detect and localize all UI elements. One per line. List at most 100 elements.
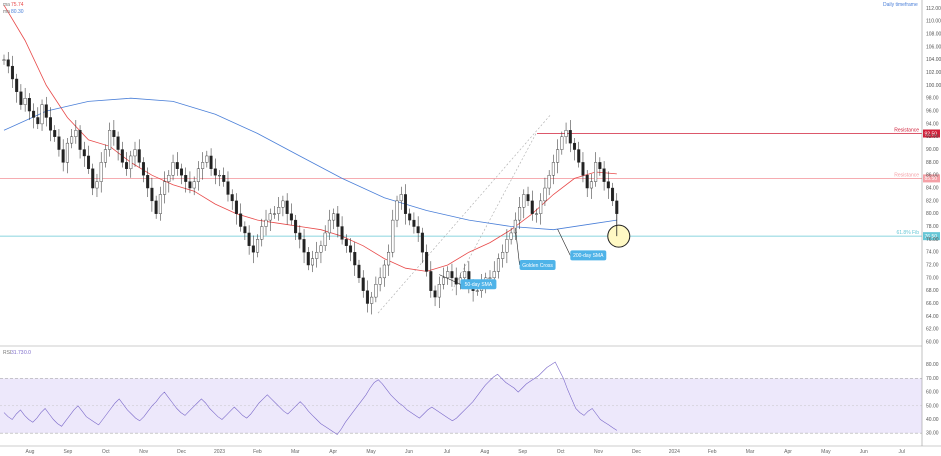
candle-body (442, 277, 446, 285)
rsi-y-tick-label: 80.00 (926, 362, 939, 368)
legend-ma-1-value: 75.74 (11, 2, 24, 8)
x-tick-label: Sep (63, 449, 72, 455)
candle-body (323, 232, 327, 246)
candle-body (57, 136, 61, 150)
candle-body (36, 117, 40, 125)
candle-body (74, 130, 78, 137)
x-tick-label: May (366, 449, 376, 455)
y-tick-label: 82.00 (926, 198, 939, 204)
candle-body (433, 290, 437, 298)
candle-body (2, 59, 6, 61)
candle-body (163, 181, 167, 195)
rsi-y-tick-label: 70.00 (926, 376, 939, 382)
y-tick-label: 90.00 (926, 147, 939, 153)
candle-body (116, 136, 120, 150)
x-tick-label: Apr (784, 449, 792, 455)
candle-body (108, 130, 112, 150)
y-tick-label: 86.00 (926, 173, 939, 179)
annotation-arrow (439, 274, 461, 285)
candle-body (78, 130, 82, 150)
candle-body (543, 187, 547, 202)
level-label: 61.8% Fib (896, 230, 919, 236)
candle-body (370, 296, 374, 304)
candle-body (509, 232, 513, 240)
rsi-y-tick-label: 60.00 (926, 390, 939, 396)
x-tick-label: Dec (632, 449, 641, 455)
annotation-arrow (515, 227, 520, 266)
candle-body (192, 181, 196, 189)
candle-body (306, 251, 310, 266)
y-tick-label: 72.00 (926, 263, 939, 269)
x-tick-label: Dec (177, 449, 186, 455)
candle-body (332, 213, 336, 221)
candle-body (336, 213, 340, 227)
candle-body (378, 277, 382, 285)
candle-body (264, 219, 268, 227)
candle-body (285, 200, 289, 214)
level-price-tag (923, 129, 940, 138)
candle-body (40, 104, 44, 125)
rsi-y-tick-label: 50.00 (926, 403, 939, 409)
candle-body (27, 98, 31, 112)
candle-body (196, 168, 200, 182)
annotation-arrow (557, 228, 571, 256)
candle-body (294, 219, 298, 234)
candle-body (125, 162, 129, 169)
candle-body (365, 290, 369, 304)
candle-body (488, 277, 492, 279)
candle-body (268, 213, 272, 221)
candle-body (205, 155, 209, 163)
candle-body (319, 245, 323, 253)
candle-body (209, 155, 213, 169)
candle-body (239, 213, 243, 227)
chart-title: Daily timeframe (883, 2, 918, 8)
candle-body (91, 168, 95, 189)
candle-body (420, 232, 424, 253)
y-tick-label: 94.00 (926, 121, 939, 127)
y-tick-label: 68.00 (926, 288, 939, 294)
candle-body (412, 219, 416, 227)
candle-body (349, 245, 353, 253)
candle-body (395, 200, 399, 221)
candle-body (277, 207, 281, 214)
candle-body (551, 162, 555, 176)
candle-body (530, 200, 534, 214)
candle-body (374, 284, 378, 298)
y-tick-label: 64.00 (926, 314, 939, 320)
candle-body (573, 142, 577, 150)
candle-body (518, 207, 522, 221)
rsi-label: RSI (3, 350, 11, 356)
sma-200-line (3, 97, 617, 231)
candle-body (534, 213, 538, 215)
candle-body (65, 142, 69, 163)
x-tick-label: Feb (253, 449, 262, 455)
rsi-y-tick-label: 40.00 (926, 417, 939, 423)
candle-body (201, 162, 205, 169)
x-tick-label: Apr (329, 449, 337, 455)
annotation-label: Golden Cross (522, 263, 553, 269)
candle-body (425, 251, 429, 272)
candle-body (32, 110, 36, 118)
candle-body (154, 200, 158, 214)
candle-body (188, 181, 192, 189)
y-tick-label: 106.00 (926, 44, 941, 50)
sma-50-line (3, 4, 617, 272)
candle-body (327, 219, 331, 234)
candle-body (95, 181, 99, 189)
candle-body (505, 239, 509, 253)
y-tick-label: 66.00 (926, 301, 939, 307)
candle-body (589, 181, 593, 189)
y-tick-label: 110.00 (926, 19, 941, 25)
candle-body (539, 200, 543, 214)
candle-body (298, 232, 302, 240)
candle-body (112, 130, 116, 137)
candle-body (475, 290, 479, 292)
x-tick-label: May (821, 449, 831, 455)
candle-body (133, 149, 137, 157)
candle-body (340, 226, 344, 240)
rsi-value-2: 0.0 (24, 350, 31, 356)
y-tick-label: 60.00 (926, 340, 939, 346)
x-tick-label: Mar (291, 449, 300, 455)
candle-body (48, 117, 52, 131)
